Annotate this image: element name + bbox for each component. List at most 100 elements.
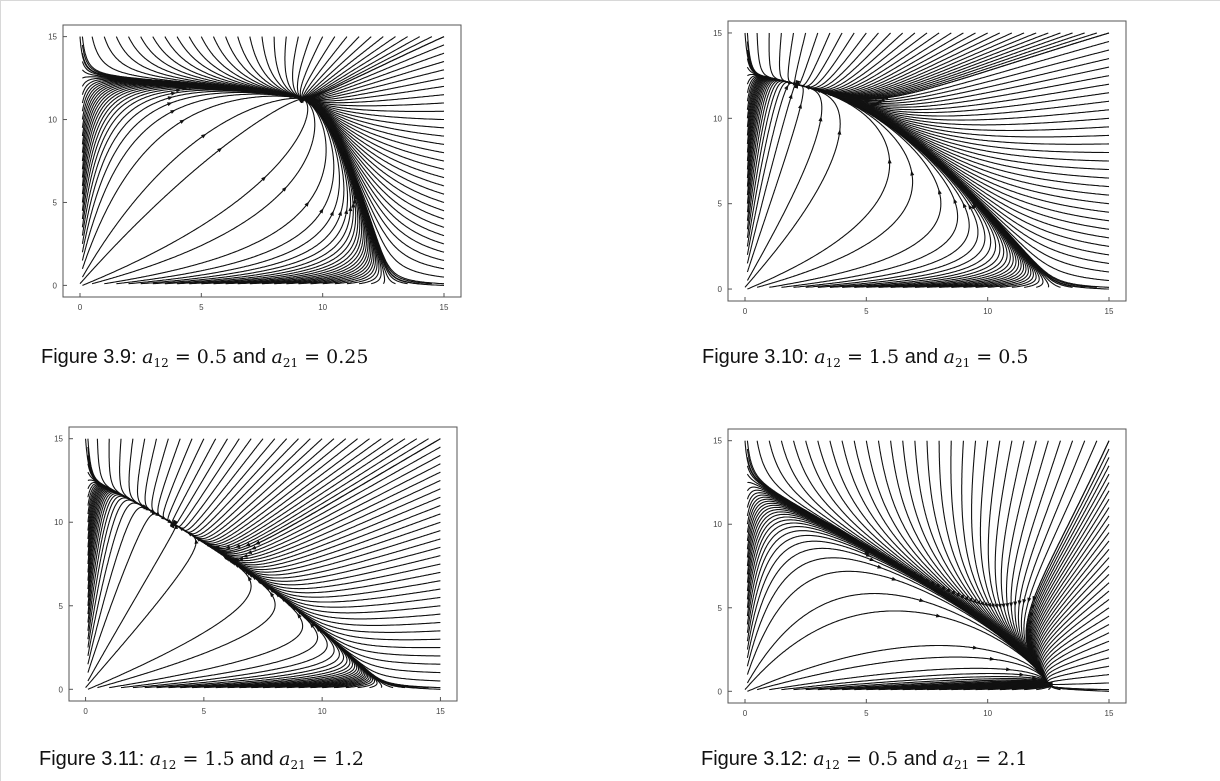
flow-arrow xyxy=(873,101,880,106)
streamline xyxy=(796,32,1110,100)
flow-arrow xyxy=(329,210,334,216)
flow-arrow xyxy=(1005,602,1010,609)
flow-arrow xyxy=(309,622,315,628)
streamline xyxy=(128,98,340,285)
streamline xyxy=(79,98,304,285)
flow-arrow xyxy=(1031,675,1038,680)
streamline xyxy=(795,32,1061,99)
flow-arrow xyxy=(235,544,241,548)
equals-sign: = xyxy=(182,748,199,770)
flow-arrow xyxy=(953,198,958,204)
streamlines xyxy=(744,440,1110,692)
flow-arrow xyxy=(1044,682,1050,687)
y-tick-label: 15 xyxy=(713,437,722,446)
flow-arrow xyxy=(818,116,823,122)
var-a: a xyxy=(942,748,954,770)
streamline xyxy=(796,83,1110,222)
streamline xyxy=(746,509,1050,687)
flow-arrow xyxy=(237,556,243,561)
streamline xyxy=(746,557,1050,686)
plot-frame xyxy=(62,24,462,298)
streamline xyxy=(173,523,441,649)
x-tick-label: 10 xyxy=(983,709,992,718)
streamlines xyxy=(85,438,441,690)
x-tick-label: 0 xyxy=(743,709,748,718)
flow-arrow xyxy=(968,597,974,603)
flow-arrow xyxy=(972,645,978,650)
flow-arrow xyxy=(1009,602,1014,608)
figure-3-10-panel: 0 5 10 15 0 5 10 15 xyxy=(706,15,1136,327)
y-tick-label: 0 xyxy=(59,685,64,694)
flow-arrow xyxy=(319,208,324,214)
y-tick-label: 5 xyxy=(718,604,723,613)
var-a: a xyxy=(814,346,826,368)
flow-arrow xyxy=(990,603,995,609)
flow-arrow xyxy=(351,202,356,208)
flow-arrow xyxy=(891,576,897,581)
flow-arrow xyxy=(242,553,248,558)
equals-sign: = xyxy=(304,346,321,368)
streamline xyxy=(104,97,327,285)
y-tick-label: 5 xyxy=(59,602,64,611)
flow-arrow xyxy=(837,129,842,135)
flow-arrow xyxy=(919,598,925,602)
flow-arrow xyxy=(994,603,998,609)
var-a: a xyxy=(271,346,283,368)
streamline xyxy=(172,496,441,566)
flow-arrow xyxy=(788,93,793,99)
and-word: and xyxy=(240,748,274,770)
x-tick-label: 10 xyxy=(318,303,327,312)
flow-arrow xyxy=(987,602,992,609)
and-word: and xyxy=(904,346,939,368)
flow-arrow xyxy=(1022,598,1027,605)
flow-arrow xyxy=(171,91,177,96)
streamline xyxy=(162,438,193,525)
flow-arrow xyxy=(348,206,353,212)
streamline xyxy=(1045,648,1110,686)
flow-arrow xyxy=(179,119,185,124)
subscript-21: 21 xyxy=(954,356,971,370)
streamline xyxy=(172,523,441,603)
figure-3-9-streamplot: 0 5 10 15 0 5 10 15 xyxy=(48,24,462,312)
flow-arrow xyxy=(250,545,257,550)
a12-value: 1.5 xyxy=(868,346,900,368)
plot-frame xyxy=(727,20,1127,302)
subscript-12: 12 xyxy=(153,356,169,370)
figure-3-10-caption: Figure 3.10: a12 = 1.5 and a21 = 0.5 xyxy=(702,345,1028,375)
flow-arrow xyxy=(935,583,941,588)
flow-arrow xyxy=(941,585,947,591)
flow-arrow xyxy=(302,95,308,100)
flow-arrow xyxy=(1032,595,1037,602)
streamline xyxy=(302,98,380,285)
figure-3-11-label: Figure 3.11: xyxy=(39,748,145,770)
flow-arrow xyxy=(233,558,240,563)
y-tick-label: 0 xyxy=(718,285,723,294)
plot-frame xyxy=(727,428,1127,704)
flow-arrow xyxy=(338,210,342,216)
flow-arrow xyxy=(877,564,883,569)
x-tick-label: 0 xyxy=(78,303,83,312)
streamlines xyxy=(744,32,1110,290)
a21-value: 0.5 xyxy=(998,346,1029,368)
flow-arrow xyxy=(1013,601,1018,607)
streamline xyxy=(172,438,276,533)
flow-arrow xyxy=(935,613,942,618)
a12-value: 0.5 xyxy=(867,748,899,770)
var-a: a xyxy=(813,748,825,770)
equals-sign: = xyxy=(976,346,993,368)
equals-sign: = xyxy=(975,748,992,770)
figure-3-10-label: Figure 3.10: xyxy=(702,346,809,368)
flow-arrow xyxy=(1019,672,1025,677)
subscript-12: 12 xyxy=(824,758,840,772)
var-a: a xyxy=(279,748,291,770)
streamline xyxy=(1048,682,1109,686)
flow-arrow xyxy=(281,186,287,192)
equals-sign: = xyxy=(845,748,862,770)
streamline xyxy=(746,492,1050,686)
y-tick-label: 15 xyxy=(54,435,63,444)
x-tick-label: 15 xyxy=(436,707,445,716)
streamline xyxy=(81,85,304,203)
x-tick-label: 0 xyxy=(83,707,88,716)
streamline xyxy=(768,32,798,86)
figure-3-12-streamplot: 0 5 10 15 0 5 10 15 xyxy=(713,428,1127,718)
